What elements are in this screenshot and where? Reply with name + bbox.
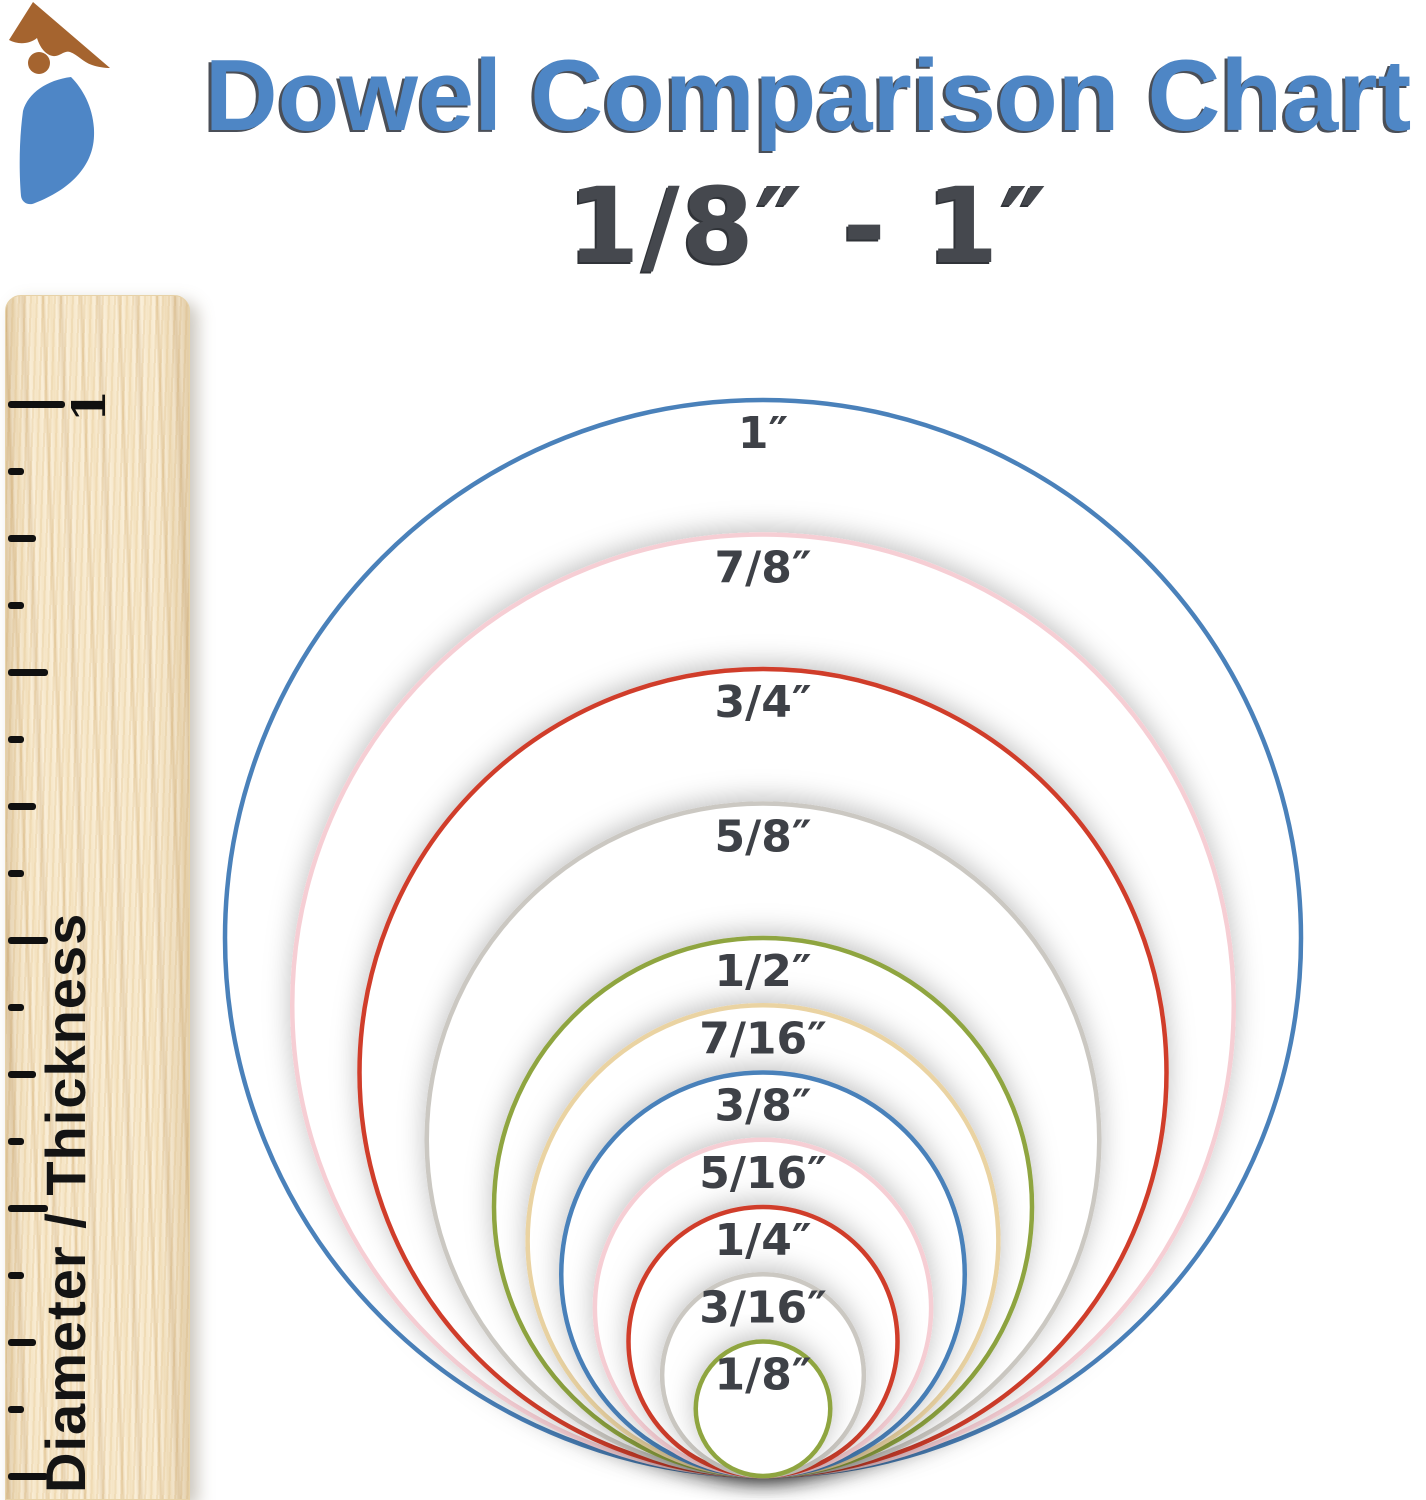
brand-logo bbox=[9, 2, 110, 205]
ruler-tick bbox=[8, 1473, 48, 1480]
dowel-size-label: 1/8″ bbox=[715, 1350, 812, 1401]
ruler-tick bbox=[8, 937, 48, 944]
ruler-tick bbox=[8, 1205, 48, 1212]
ruler-tick bbox=[8, 1339, 36, 1346]
dowel-size-label: 5/8″ bbox=[715, 812, 812, 863]
dowel-size-label: 1/2″ bbox=[715, 946, 812, 997]
dowel-size-label: 7/16″ bbox=[699, 1013, 827, 1064]
ruler-tick bbox=[8, 1272, 24, 1279]
ruler-tick bbox=[8, 401, 65, 408]
dowel-size-label: 3/16″ bbox=[699, 1282, 827, 1333]
ruler-tick bbox=[8, 669, 48, 676]
ruler-tick bbox=[8, 870, 24, 877]
dowel-size-label: 1/4″ bbox=[715, 1215, 812, 1266]
ruler-tick bbox=[8, 803, 36, 810]
ruler-tick bbox=[8, 736, 24, 743]
logo-eye-icon bbox=[28, 52, 50, 74]
dowel-circle-1-8in bbox=[693, 1339, 833, 1479]
size-range-subtitle: 1/8″ - 1″ bbox=[567, 165, 1049, 287]
ruler-tick bbox=[8, 468, 24, 475]
ruler-inch-label: 1 bbox=[62, 390, 116, 423]
page-title: Dowel Comparison Chart bbox=[204, 40, 1412, 152]
ruler-tick bbox=[8, 1138, 24, 1145]
dowel-size-label: 1″ bbox=[738, 408, 788, 459]
dowel-size-label: 3/8″ bbox=[715, 1081, 812, 1132]
ruler-tick bbox=[8, 1071, 36, 1078]
logo-roof-icon bbox=[9, 2, 110, 68]
logo-bird-body-icon bbox=[19, 77, 95, 205]
ruler-side-label: Diameter / Thickness bbox=[34, 912, 97, 1493]
dowel-size-label: 7/8″ bbox=[715, 543, 812, 594]
ruler-tick bbox=[8, 1406, 24, 1413]
dowel-size-label: 3/4″ bbox=[715, 677, 812, 728]
ruler-tick bbox=[8, 535, 36, 542]
wooden-ruler: 1 Diameter / Thickness bbox=[5, 295, 190, 1500]
ruler-tick bbox=[8, 602, 24, 609]
dowel-circles-group: 1″ 7/8″ 3/4″ 5/8″ 1/2″ 7/16″ 3/8″ 5/16″ 1/4″ 3/16… bbox=[222, 397, 1304, 1479]
dowel-size-label: 5/16″ bbox=[699, 1148, 827, 1199]
ruler-tick bbox=[8, 1004, 24, 1011]
